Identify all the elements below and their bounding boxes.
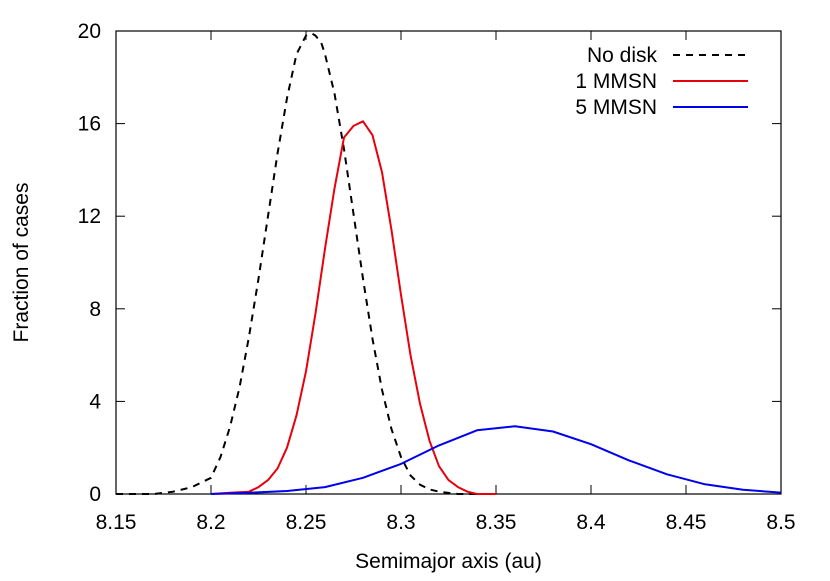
axis-ticks: 8.15 8.2 8.25 8.3 8.35 8.4 8.45 8.5 0 4 8 12 16 20: [78, 20, 796, 534]
x-tick-label: 8.2: [196, 511, 225, 534]
y-tick-label: 16: [78, 113, 101, 136]
x-tick-label: 8.5: [766, 511, 795, 534]
x-tick-label: 8.3: [386, 511, 415, 534]
y-axis-label: Fraction of cases: [10, 183, 33, 343]
plot-frame: [115, 30, 782, 495]
legend: No disk 1 MMSN 5 MMSN: [575, 44, 748, 119]
legend-label: No disk: [587, 44, 658, 67]
y-tick-label: 12: [78, 205, 101, 228]
x-tick-label: 8.15: [96, 511, 137, 534]
x-tick-label: 8.4: [576, 511, 606, 534]
legend-label: 5 MMSN: [575, 96, 657, 119]
series-layer: [116, 32, 782, 495]
y-tick-label: 20: [78, 20, 101, 43]
series-line-3: [210, 425, 782, 495]
legend-label: 1 MMSN: [575, 70, 657, 93]
x-tick-label: 8.45: [666, 511, 707, 534]
series-line-1: [116, 32, 477, 495]
x-tick-label: 8.25: [286, 511, 327, 534]
series-line-2: [210, 120, 496, 495]
x-tick-label: 8.35: [476, 511, 517, 534]
x-axis-label: Semimajor axis (au): [355, 550, 542, 573]
y-tick-label: 4: [89, 390, 101, 413]
y-tick-label: 0: [89, 483, 101, 506]
y-tick-label: 8: [89, 298, 101, 321]
